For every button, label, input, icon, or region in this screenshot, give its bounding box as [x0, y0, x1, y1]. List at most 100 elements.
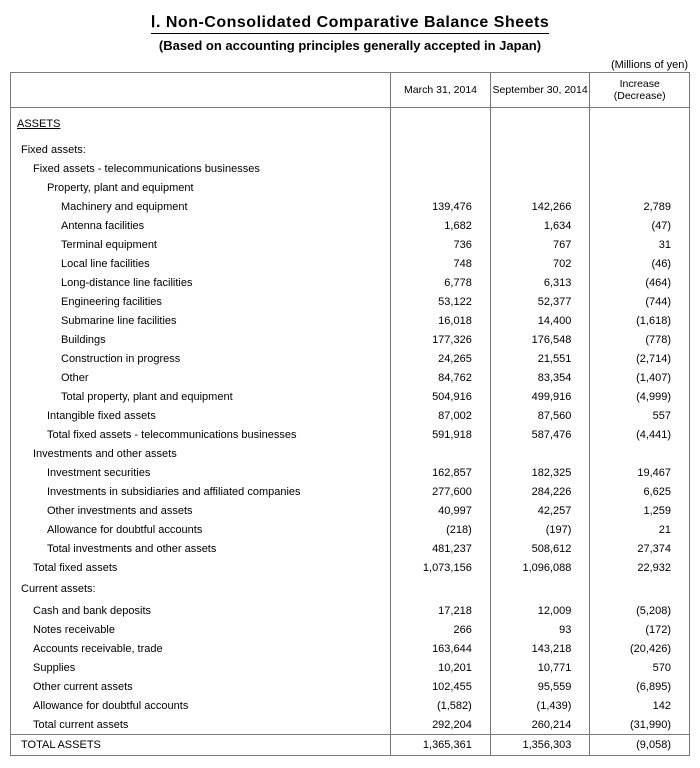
col-head-label	[11, 73, 391, 108]
table-row: Supplies10,20110,771570	[11, 658, 690, 677]
row-value: 1,259	[590, 501, 690, 520]
table-row: Allowance for doubtful accounts(1,582)(1…	[11, 696, 690, 715]
row-label: Submarine line facilities	[11, 311, 391, 330]
row-value: (4,441)	[590, 425, 690, 444]
row-value: 504,916	[391, 387, 491, 406]
row-label: Fixed assets:	[11, 140, 391, 159]
row-label: Fixed assets - telecommunications busine…	[11, 159, 391, 178]
row-value	[590, 140, 690, 159]
row-value: 1,073,156	[391, 558, 491, 577]
table-row: Investment securities162,857182,32519,46…	[11, 463, 690, 482]
table-row: Cash and bank deposits17,21812,009(5,208…	[11, 601, 690, 620]
row-label: Intangible fixed assets	[11, 406, 391, 425]
table-header-row: March 31, 2014 September 30, 2014 Increa…	[11, 73, 690, 108]
table-row: Allowance for doubtful accounts(218)(197…	[11, 520, 690, 539]
row-label: Total investments and other assets	[11, 539, 391, 558]
row-value	[490, 140, 590, 159]
row-label: Machinery and equipment	[11, 197, 391, 216]
row-label: Current assets:	[11, 577, 391, 601]
row-value: 570	[590, 658, 690, 677]
row-value: (5,208)	[590, 601, 690, 620]
col-head-change-l2: (Decrease)	[614, 90, 666, 102]
row-value	[490, 178, 590, 197]
row-label: Supplies	[11, 658, 391, 677]
row-value: 143,218	[490, 639, 590, 658]
row-value: 139,476	[391, 197, 491, 216]
table-row: Other current assets102,45595,559(6,895)	[11, 677, 690, 696]
grand-total-value: (9,058)	[590, 735, 690, 756]
row-value	[391, 140, 491, 159]
row-value: (20,426)	[590, 639, 690, 658]
row-value: 266	[391, 620, 491, 639]
row-label: Notes receivable	[11, 620, 391, 639]
row-value	[490, 577, 590, 601]
table-row: Long-distance line facilities6,7786,313(…	[11, 273, 690, 292]
row-value: 27,374	[590, 539, 690, 558]
section-assets-row: ASSETS	[11, 108, 690, 141]
row-value: 21,551	[490, 349, 590, 368]
row-value	[490, 159, 590, 178]
row-label: Buildings	[11, 330, 391, 349]
row-value: 10,201	[391, 658, 491, 677]
row-value: (47)	[590, 216, 690, 235]
row-value: 591,918	[391, 425, 491, 444]
row-value	[590, 577, 690, 601]
row-value: 42,257	[490, 501, 590, 520]
row-value: 736	[391, 235, 491, 254]
table-row: Engineering facilities53,12252,377(744)	[11, 292, 690, 311]
row-value: 1,634	[490, 216, 590, 235]
grand-total-value: 1,365,361	[391, 735, 491, 756]
row-value: 1,682	[391, 216, 491, 235]
table-row: Intangible fixed assets87,00287,560557	[11, 406, 690, 425]
row-value: 87,002	[391, 406, 491, 425]
row-value	[490, 444, 590, 463]
row-value	[590, 444, 690, 463]
page-title: Ⅰ. Non-Consolidated Comparative Balance …	[151, 12, 549, 34]
table-row: Antenna facilities1,6821,634(47)	[11, 216, 690, 235]
row-value: 17,218	[391, 601, 491, 620]
row-value: (218)	[391, 520, 491, 539]
table-row: Total property, plant and equipment504,9…	[11, 387, 690, 406]
row-value: 95,559	[490, 677, 590, 696]
row-value: 6,778	[391, 273, 491, 292]
table-row: Accounts receivable, trade163,644143,218…	[11, 639, 690, 658]
row-label: Total fixed assets	[11, 558, 391, 577]
row-value	[590, 178, 690, 197]
table-row: Buildings177,326176,548(778)	[11, 330, 690, 349]
row-value: 2,789	[590, 197, 690, 216]
row-value: 22,932	[590, 558, 690, 577]
row-value: 481,237	[391, 539, 491, 558]
table-row: Property, plant and equipment	[11, 178, 690, 197]
row-value: 162,857	[391, 463, 491, 482]
row-value: (31,990)	[590, 715, 690, 735]
row-value: 19,467	[590, 463, 690, 482]
row-value: 176,548	[490, 330, 590, 349]
row-label: Allowance for doubtful accounts	[11, 696, 391, 715]
row-value: 84,762	[391, 368, 491, 387]
row-value: (778)	[590, 330, 690, 349]
row-label: Engineering facilities	[11, 292, 391, 311]
row-value	[391, 577, 491, 601]
table-row: Terminal equipment73676731	[11, 235, 690, 254]
row-value: 83,354	[490, 368, 590, 387]
row-value: (1,407)	[590, 368, 690, 387]
row-value: 14,400	[490, 311, 590, 330]
row-value: 6,625	[590, 482, 690, 501]
row-value: 508,612	[490, 539, 590, 558]
row-label: Other investments and assets	[11, 501, 391, 520]
row-value: 748	[391, 254, 491, 273]
col-head-period1: March 31, 2014	[391, 73, 491, 108]
row-value: 53,122	[391, 292, 491, 311]
row-label: Terminal equipment	[11, 235, 391, 254]
col-head-change: Increase (Decrease)	[590, 73, 690, 108]
row-value: 21	[590, 520, 690, 539]
row-value: 52,377	[490, 292, 590, 311]
section-assets-label: ASSETS	[11, 108, 391, 141]
row-value: (1,439)	[490, 696, 590, 715]
row-label: Total property, plant and equipment	[11, 387, 391, 406]
row-value: 142	[590, 696, 690, 715]
unit-note: (Millions of yen)	[10, 59, 688, 71]
row-label: Local line facilities	[11, 254, 391, 273]
table-row: Total fixed assets1,073,1561,096,08822,9…	[11, 558, 690, 577]
table-body: ASSETS Fixed assets:Fixed assets - telec…	[11, 108, 690, 756]
